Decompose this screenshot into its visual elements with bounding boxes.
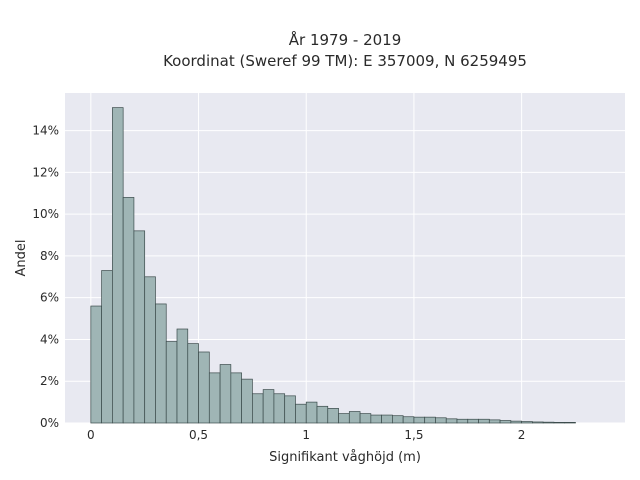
histogram-bar [359,413,372,424]
histogram-bar [348,411,361,424]
histogram-bar [90,305,102,424]
histogram-bar [101,270,113,424]
y-axis-label: Andel [14,240,29,277]
histogram-bar [392,415,404,424]
y-tick-label: 4% [40,332,59,346]
histogram-bar [532,421,544,424]
y-tick-label: 2% [40,374,59,388]
x-axis-label: Signifikant våghöjd (m) [269,450,421,465]
y-tick-label: 0% [40,416,59,430]
histogram-bar [176,328,189,424]
histogram-bar [295,403,307,424]
y-tick-label: 6% [40,291,59,305]
histogram-bar [122,197,135,424]
histogram-bar [327,408,339,424]
histogram-bar [187,343,199,424]
histogram-bar [521,421,533,424]
bars-group [90,107,576,424]
histogram-bar [467,418,479,424]
histogram-bar [553,422,566,424]
histogram-bar [208,372,221,424]
histogram-bar [230,372,242,424]
histogram-bar [510,420,522,424]
histogram-bar [381,414,393,424]
histogram-bar [155,303,167,424]
histogram-bar [424,416,436,424]
histogram-bar [133,230,146,424]
y-tick-label: 12% [32,165,59,179]
x-axis-ticks: 0 0,5 1 1,5 2 [87,428,525,442]
histogram-bar [284,395,296,424]
histogram-bar [262,389,275,424]
histogram-bar [488,419,501,424]
chart-title-line2: Koordinat (Sweref 99 TM): E 357009, N 62… [163,52,527,70]
histogram-bar [165,341,178,424]
histogram-bar [445,418,458,424]
histogram-bar [273,393,286,424]
histogram-bar [370,414,382,424]
histogram-bar [198,351,210,424]
histogram-bar [316,405,329,424]
histogram-bar [413,416,426,424]
histogram-bar [435,417,447,424]
y-tick-label: 14% [32,124,59,138]
x-tick-label: 2 [518,428,526,442]
x-tick-label: 0 [87,428,95,442]
histogram-bar [241,378,253,424]
histogram-bar [542,421,555,424]
histogram-bar [112,107,124,424]
x-tick-label: 0,5 [189,428,208,442]
histogram-bar [499,420,512,424]
x-tick-label: 1 [302,428,310,442]
y-tick-label: 10% [32,207,59,221]
y-tick-label: 8% [40,249,59,263]
chart-title-line1: År 1979 - 2019 [289,30,402,49]
x-tick-label: 1,5 [404,428,423,442]
histogram-bar [219,364,232,424]
histogram-bar [402,416,415,424]
histogram-bar [252,393,264,424]
histogram-bar [478,418,490,424]
histogram-bar [305,401,318,424]
histogram-bar [456,418,469,424]
histogram-bar [144,276,156,424]
histogram-bar [338,413,350,424]
histogram-bar [564,422,576,424]
y-axis-ticks: 0% 2% 4% 6% 8% 10% 12% 14% [32,124,59,430]
